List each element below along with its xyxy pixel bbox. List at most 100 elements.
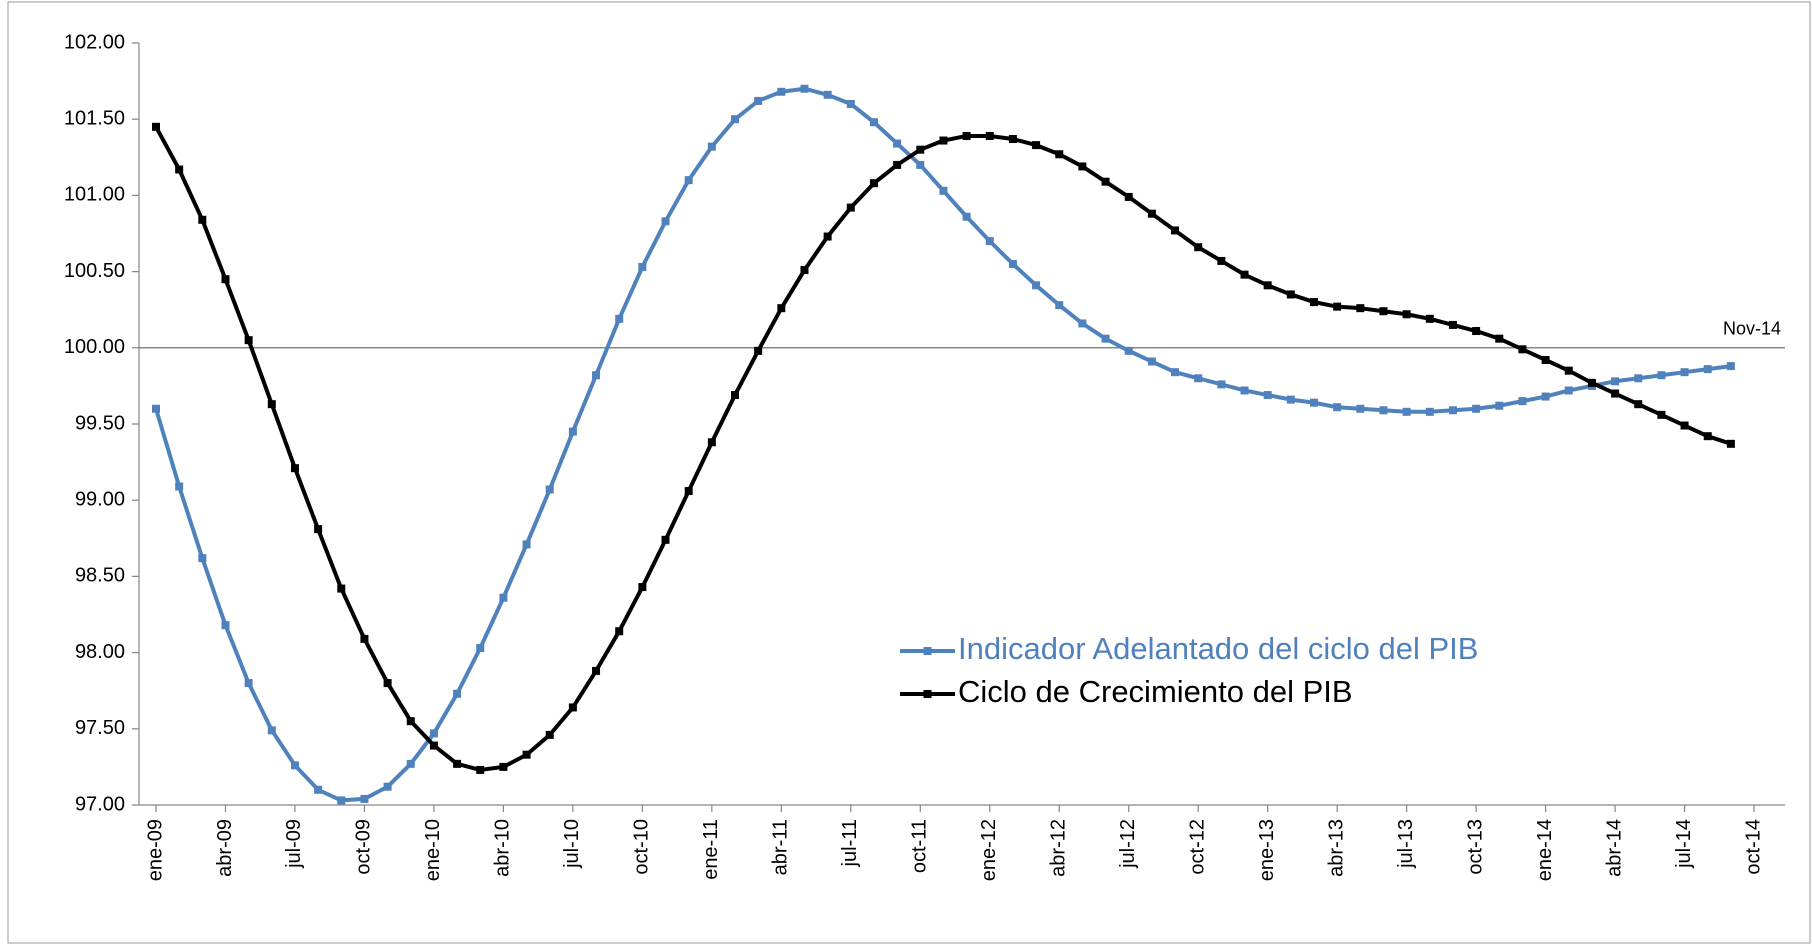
point-marker <box>1194 243 1203 252</box>
point-marker <box>267 400 276 409</box>
point-marker <box>1078 162 1087 171</box>
point-marker <box>314 525 323 534</box>
point-marker <box>568 703 577 712</box>
point-marker <box>615 627 624 636</box>
point-marker <box>684 176 693 185</box>
point-marker <box>1564 386 1573 395</box>
point-marker <box>1078 319 1087 328</box>
y-tick-label: 98.50 <box>75 565 125 587</box>
point-marker <box>731 391 739 400</box>
point-marker <box>198 554 207 563</box>
x-tick-label: ene-12 <box>978 819 1000 881</box>
point-marker <box>754 96 763 105</box>
legend-marker <box>923 690 932 698</box>
x-tick-label: oct-09 <box>353 819 375 875</box>
point-marker <box>1402 407 1411 416</box>
y-tick-label: 98.00 <box>75 641 125 663</box>
legend-label: Indicador Adelantado del ciclo del PIB <box>958 631 1478 666</box>
point-marker <box>1171 226 1180 235</box>
point-marker <box>869 179 878 188</box>
point-marker <box>1495 334 1504 343</box>
point-marker <box>1055 301 1064 310</box>
point-marker <box>221 275 230 284</box>
point-marker <box>1425 314 1434 323</box>
point-marker <box>684 487 693 496</box>
point-marker <box>1333 403 1342 412</box>
point-marker <box>1680 421 1689 430</box>
point-marker <box>1333 302 1342 311</box>
x-tick-label: jul-12 <box>1117 819 1139 869</box>
point-marker <box>429 729 438 738</box>
reference-label: Nov-14 <box>1723 319 1781 339</box>
point-marker <box>1634 400 1643 409</box>
point-marker <box>1147 357 1156 366</box>
x-tick-label: ene-09 <box>144 819 166 881</box>
y-tick-label: 101.00 <box>64 184 125 206</box>
x-tick-label: oct-13 <box>1464 819 1486 875</box>
x-tick-label: ene-11 <box>700 819 722 880</box>
point-marker <box>1379 406 1388 415</box>
point-marker <box>592 371 601 380</box>
x-tick-label: ene-14 <box>1534 819 1556 881</box>
point-marker <box>1008 259 1017 268</box>
x-tick-label: abr-12 <box>1048 819 1070 877</box>
point-marker <box>615 314 624 323</box>
point-marker <box>1032 281 1041 290</box>
point-marker <box>1356 404 1365 413</box>
point-marker <box>1124 346 1133 355</box>
x-tick-label: oct-12 <box>1186 819 1208 875</box>
point-marker <box>406 759 415 768</box>
x-tick-label: abr-11 <box>770 819 792 875</box>
point-marker <box>1240 270 1249 279</box>
x-tick-label: jul-13 <box>1395 819 1417 869</box>
point-marker <box>1518 397 1527 406</box>
point-marker <box>152 122 160 131</box>
point-marker <box>244 679 253 688</box>
point-marker <box>638 583 647 592</box>
point-marker <box>800 266 809 275</box>
point-marker <box>290 464 299 473</box>
point-marker <box>383 782 392 791</box>
point-marker <box>1032 141 1041 150</box>
point-marker <box>198 215 207 224</box>
point-marker <box>522 540 531 549</box>
point-marker <box>406 717 415 726</box>
point-marker <box>1495 401 1504 410</box>
chart-frame <box>7 1 1811 944</box>
point-marker <box>962 131 971 140</box>
x-tick-label: abr-10 <box>492 819 514 877</box>
point-marker <box>846 203 855 212</box>
point-marker <box>337 584 346 593</box>
point-marker <box>1472 404 1481 413</box>
x-tick-label: jul-09 <box>283 819 305 869</box>
y-tick-label: 97.50 <box>75 717 125 739</box>
point-marker <box>916 160 925 169</box>
point-marker <box>360 794 369 803</box>
point-marker <box>360 634 369 643</box>
point-marker <box>429 741 438 750</box>
x-tick-label: ene-13 <box>1256 819 1278 881</box>
point-marker <box>1634 374 1643 383</box>
point-marker <box>985 131 994 140</box>
point-marker <box>939 136 948 145</box>
point-marker <box>244 336 253 345</box>
point-marker <box>499 593 508 602</box>
point-marker <box>175 482 184 491</box>
point-marker <box>985 237 994 246</box>
point-marker <box>661 535 670 544</box>
point-marker <box>707 438 716 447</box>
x-tick-label: jul-10 <box>561 819 583 869</box>
point-marker <box>1448 320 1457 329</box>
point-marker <box>1310 298 1318 307</box>
point-marker <box>1124 192 1133 201</box>
point-marker <box>1217 256 1226 265</box>
point-marker <box>777 87 786 96</box>
x-tick-label: abr-14 <box>1603 819 1625 877</box>
point-marker <box>453 689 462 698</box>
x-tick-label: oct-14 <box>1742 819 1764 875</box>
point-marker <box>1217 380 1226 389</box>
point-marker <box>823 232 832 241</box>
point-marker <box>1726 439 1735 448</box>
point-marker <box>661 217 670 226</box>
series-line <box>154 125 1732 772</box>
